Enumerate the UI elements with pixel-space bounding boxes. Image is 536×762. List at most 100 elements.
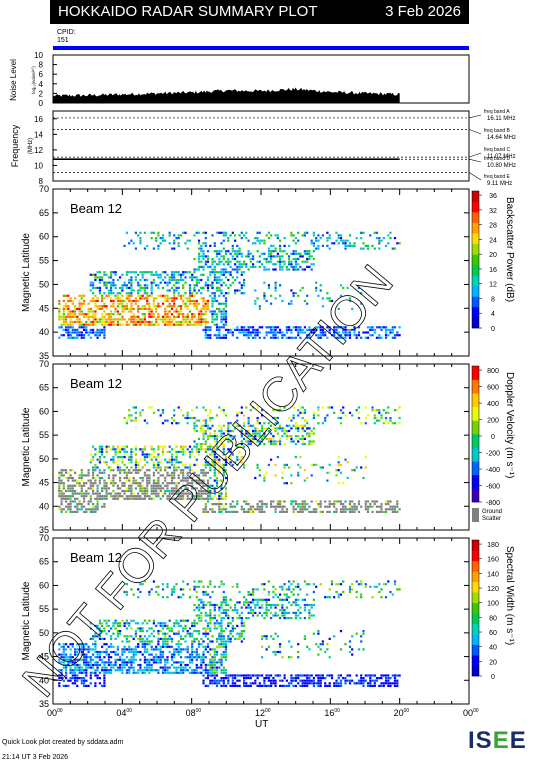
data-cell [117,659,119,661]
data-cell [151,287,153,289]
data-cell [248,331,250,333]
data-cell [286,337,288,339]
data-cell [200,601,202,603]
data-cell [259,599,261,601]
data-cell [144,289,146,291]
data-cell [196,284,198,286]
data-cell [182,464,184,466]
data-cell [191,643,193,645]
data-cell [173,464,175,466]
data-cell [85,495,87,497]
data-cell [275,614,277,616]
data-cell [196,591,198,593]
data-cell [257,685,259,687]
data-cell [162,596,164,598]
data-cell [175,297,177,299]
data-cell [250,607,252,609]
data-cell [119,480,121,482]
data-cell [88,469,90,471]
data-cell [103,485,105,487]
data-cell [137,469,139,471]
data-cell [155,456,157,458]
data-cell [248,511,250,513]
data-cell [268,326,270,328]
data-cell [63,308,65,310]
colorbar-swatch [472,202,479,213]
freq-band-value: 9.11 MHz [487,181,512,187]
data-cell [94,511,96,513]
data-cell [324,685,326,687]
data-cell [268,253,270,255]
data-cell [139,240,141,242]
data-cell [205,677,207,679]
data-cell [106,661,108,663]
data-cell [126,292,128,294]
data-cell [392,511,394,513]
data-cell [211,667,213,669]
data-cell [302,599,304,601]
data-cell [171,672,173,674]
data-cell [90,480,92,482]
data-cell [142,287,144,289]
data-cell [252,337,254,339]
data-cell [257,508,259,510]
data-cell [335,685,337,687]
data-cell [270,337,272,339]
data-cell [115,651,117,653]
data-cell [189,297,191,299]
data-cell [214,659,216,661]
data-cell [189,656,191,658]
data-cell [365,406,367,408]
data-cell [146,271,148,273]
data-cell [214,324,216,326]
data-cell [378,511,380,513]
data-cell [299,456,301,458]
data-cell [365,508,367,510]
data-cell [153,316,155,318]
data-cell [205,612,207,614]
data-cell [227,271,229,273]
data-cell [182,279,184,281]
data-cell [85,329,87,331]
data-cell [119,469,121,471]
data-cell [394,422,396,424]
data-cell [178,279,180,281]
data-cell [320,648,322,650]
noise-sublabel-group: log₁₀(noise/¹⁰) [31,66,36,94]
data-cell [209,310,211,312]
data-cell [88,318,90,320]
data-cell [320,237,322,239]
data-cell [126,638,128,640]
data-cell [223,316,225,318]
data-cell [157,456,159,458]
data-cell [257,232,259,234]
data-cell [153,487,155,489]
data-cell [232,620,234,622]
data-cell [211,297,213,299]
data-cell [351,469,353,471]
data-cell [216,250,218,252]
data-cell [135,622,137,624]
data-cell [151,627,153,629]
data-cell [254,612,256,614]
data-cell [137,672,139,674]
data-cell [157,482,159,484]
data-cell [103,661,105,663]
data-cell [182,453,184,455]
data-cell [184,625,186,627]
data-cell [153,232,155,234]
data-cell [306,594,308,596]
data-cell [187,324,189,326]
data-cell [275,329,277,331]
data-cell [207,614,209,616]
data-cell [248,607,250,609]
data-cell [380,329,382,331]
data-cell [214,607,216,609]
data-cell [227,635,229,637]
data-cell [396,500,398,502]
data-cell [173,295,175,297]
data-cell [173,656,175,658]
data-cell [216,669,218,671]
data-cell [313,414,315,416]
data-cell [284,433,286,435]
